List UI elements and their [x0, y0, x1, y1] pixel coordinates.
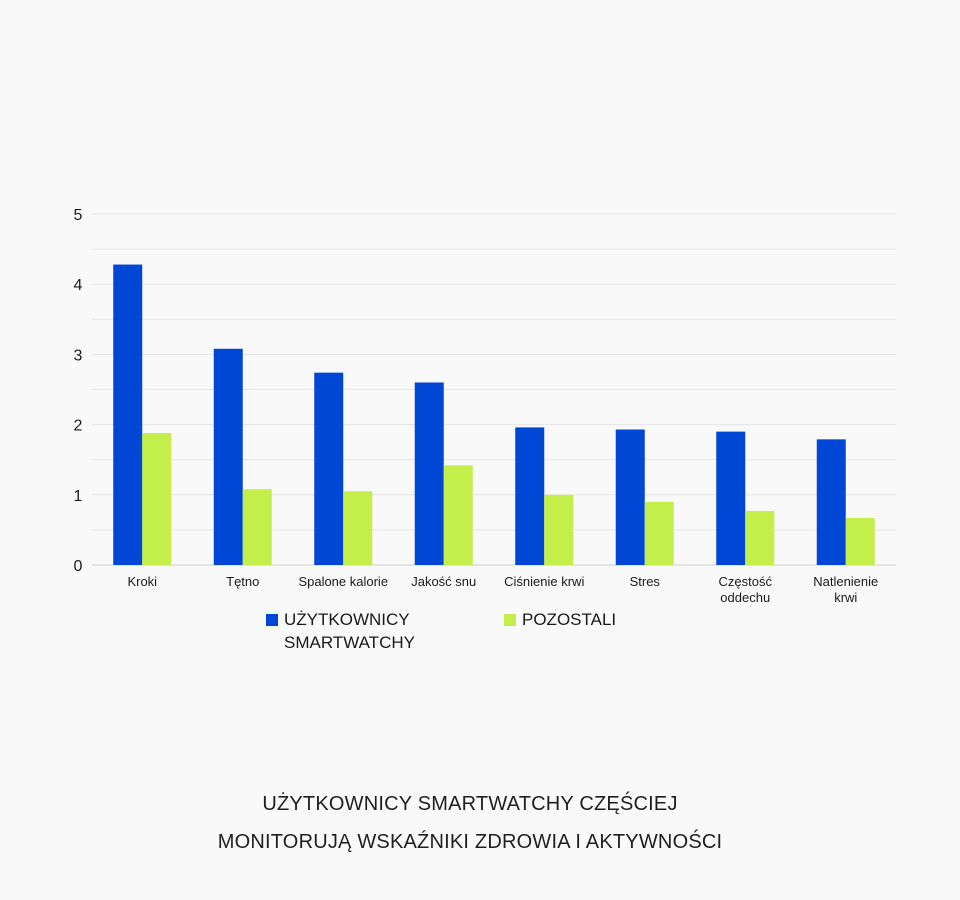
bars — [113, 264, 875, 565]
y-tick-label: 4 — [74, 277, 83, 294]
x-tick-label: Ciśnienie krwi — [504, 574, 584, 589]
bar-others — [343, 491, 373, 565]
x-tick-label: oddechu — [720, 590, 770, 605]
bar-smartwatch-users — [213, 348, 243, 565]
legend-swatch-blue — [266, 614, 278, 626]
bar-chart: 0 1 2 3 4 5 Kroki Tętno Spalone kalorie Jakość s… — [74, 207, 896, 605]
legend-label: POZOSTALI — [522, 610, 617, 629]
bar-others — [443, 465, 473, 565]
y-axis-ticks: 0 1 2 3 4 5 — [74, 207, 83, 575]
bar-others — [142, 433, 172, 565]
x-tick-label: Kroki — [127, 574, 157, 589]
x-tick-label: Jakość snu — [411, 574, 476, 589]
bar-others — [845, 517, 875, 565]
gridlines — [92, 213, 896, 566]
x-tick-label: Tętno — [226, 574, 259, 589]
x-tick-label: Spalone kalorie — [298, 574, 388, 589]
legend-item-others: POZOSTALI — [504, 608, 672, 654]
bar-others — [644, 501, 674, 565]
legend-swatch-green — [504, 614, 516, 626]
caption-line-1: UŻYTKOWNICY SMARTWATCHY CZĘŚCIEJ — [262, 793, 678, 815]
y-tick-label: 0 — [74, 558, 83, 575]
legend: UŻYTKOWNICY SMARTWATCHY POZOSTALI — [266, 608, 672, 654]
y-tick-label: 5 — [74, 207, 83, 224]
bar-smartwatch-users — [716, 431, 746, 565]
y-tick-label: 1 — [74, 488, 83, 505]
x-tick-label: Natlenienie — [813, 574, 878, 589]
y-tick-label: 3 — [74, 347, 83, 364]
legend-item-smartwatch-users: UŻYTKOWNICY SMARTWATCHY — [266, 608, 434, 654]
bar-smartwatch-users — [314, 372, 344, 565]
bar-smartwatch-users — [113, 264, 143, 565]
bar-smartwatch-users — [515, 427, 545, 565]
bar-others — [544, 494, 574, 565]
x-tick-label: Częstość — [719, 574, 773, 589]
x-tick-label: krwi — [834, 590, 857, 605]
caption-line-2: MONITORUJĄ WSKAŹNIKI ZDROWIA I AKTYWNOŚC… — [217, 831, 723, 853]
chart-caption: UŻYTKOWNICY SMARTWATCHY CZĘŚCIEJ MONITOR… — [0, 785, 940, 861]
bar-others — [745, 510, 775, 565]
bar-others — [242, 489, 272, 565]
legend-label: UŻYTKOWNICY SMARTWATCHY — [284, 610, 415, 652]
y-tick-label: 2 — [74, 418, 83, 435]
bar-smartwatch-users — [414, 382, 444, 565]
bar-smartwatch-users — [615, 429, 645, 565]
bar-smartwatch-users — [816, 439, 846, 565]
x-axis-ticks: Kroki Tętno Spalone kalorie Jakość snu Ciśni… — [127, 574, 878, 605]
x-tick-label: Stres — [630, 574, 661, 589]
